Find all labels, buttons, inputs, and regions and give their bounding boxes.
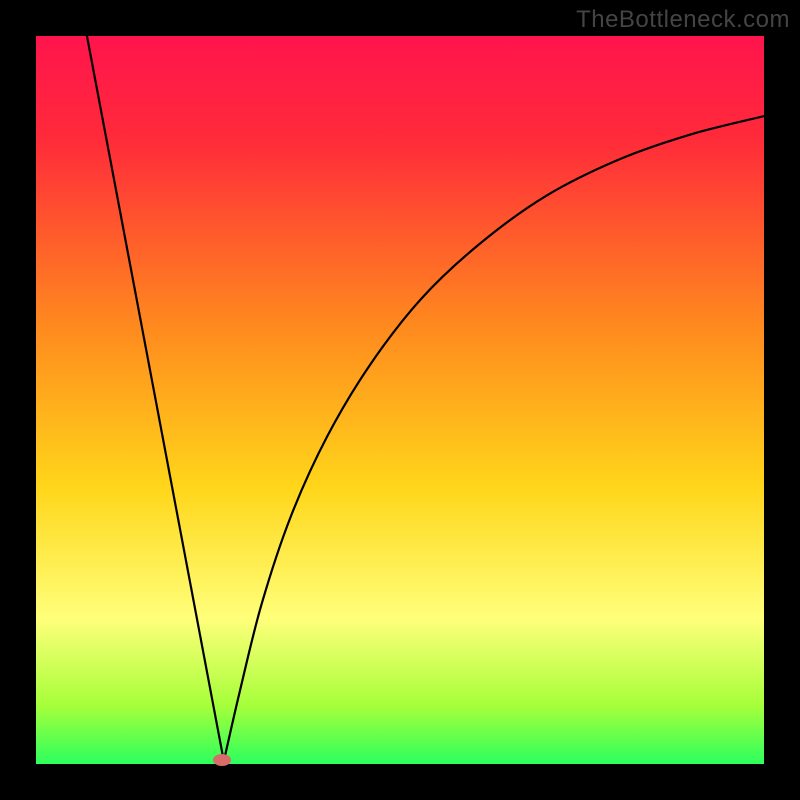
minimum-marker [213, 754, 231, 766]
left-branch-line [87, 36, 224, 761]
right-branch-line [224, 116, 764, 761]
watermark: TheBottleneck.com [576, 6, 790, 34]
curve-layer [36, 36, 764, 764]
chart-plot-area [36, 36, 764, 764]
